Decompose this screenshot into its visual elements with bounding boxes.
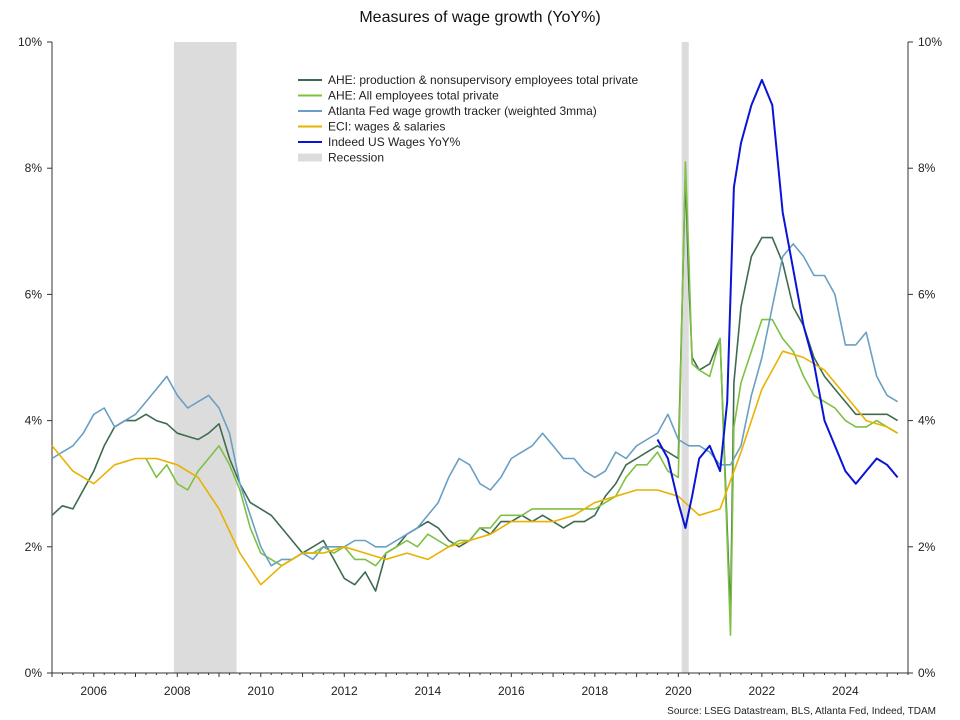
y-tick-label-left: 8% (25, 161, 43, 175)
y-tick-label-left: 4% (25, 414, 43, 428)
axes: 0% 0% 2% 2% 4% 4% 6% 6% 8% 8% 10% 10% 2006 2008 2010 20… (18, 35, 942, 698)
y-tick-label-right: 8% (918, 161, 936, 175)
series-line-4 (51, 350, 899, 586)
series-lines (51, 78, 899, 636)
legend: AHE: production & nonsupervisory employe… (298, 73, 638, 165)
x-tick-label: 2024 (832, 684, 859, 698)
y-tick-label-left: 2% (25, 540, 43, 554)
recession-band (173, 42, 237, 673)
series-line-2 (145, 161, 899, 636)
x-tick-label: 2014 (414, 684, 441, 698)
y-tick-label-right: 4% (918, 414, 936, 428)
series-line-3 (51, 243, 899, 567)
series-line-5 (656, 78, 899, 529)
x-tick-label: 2018 (581, 684, 608, 698)
y-tick-label-right: 2% (918, 540, 936, 554)
legend-label-2: AHE: All employees total private (328, 89, 499, 103)
y-tick-label-left: 6% (25, 287, 43, 301)
x-tick-label: 2020 (665, 684, 692, 698)
legend-swatch-recession (298, 153, 322, 162)
recession-bands (173, 42, 689, 673)
y-tick-label-left: 0% (25, 666, 43, 680)
y-tick-label-right: 6% (918, 287, 936, 301)
y-tick-label-right: 0% (918, 666, 936, 680)
legend-label-5: Indeed US Wages YoY% (328, 135, 461, 149)
x-tick-label: 2006 (80, 684, 107, 698)
x-tick-label: 2008 (164, 684, 191, 698)
chart-title: Measures of wage growth (YoY%) (359, 9, 600, 26)
legend-label-3: Atlanta Fed wage growth tracker (weighte… (328, 104, 597, 118)
legend-label-1: AHE: production & nonsupervisory employe… (328, 73, 638, 87)
x-tick-label: 2016 (498, 684, 525, 698)
recession-band (681, 42, 689, 673)
x-tick-label: 2012 (331, 684, 358, 698)
source-note: Source: LSEG Datastream, BLS, Atlanta Fe… (667, 706, 936, 717)
x-tick-label: 2022 (749, 684, 776, 698)
y-tick-label-left: 10% (18, 35, 42, 49)
legend-label-4: ECI: wages & salaries (328, 120, 445, 134)
legend-label-recession: Recession (328, 151, 384, 165)
y-tick-label-right: 10% (918, 35, 942, 49)
x-tick-label: 2010 (247, 684, 274, 698)
